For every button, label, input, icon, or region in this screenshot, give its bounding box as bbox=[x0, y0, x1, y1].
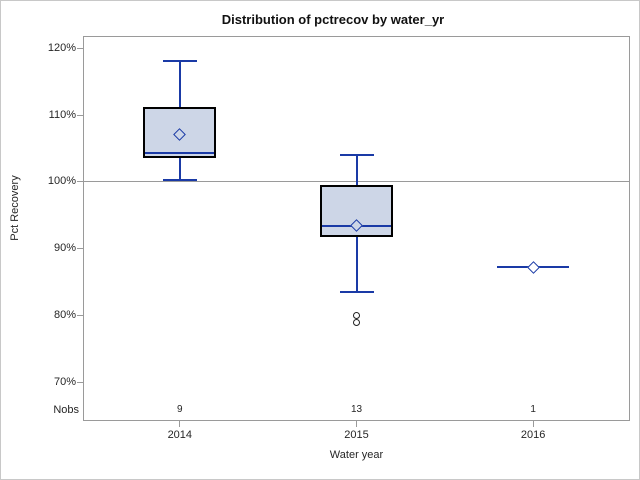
y-axis-tick-label: 90% bbox=[53, 242, 76, 255]
upper-whisker-line bbox=[178, 60, 181, 107]
nobs-value: 1 bbox=[530, 404, 536, 415]
y-axis-title: Pct Recovery bbox=[9, 175, 21, 241]
y-axis-tick-label: 110% bbox=[48, 108, 76, 121]
outlier-point bbox=[353, 319, 360, 327]
lower-whisker-cap bbox=[339, 291, 374, 294]
x-axis-title: Water year bbox=[329, 449, 384, 461]
x-axis-tick bbox=[532, 421, 534, 427]
y-axis-tick-label: 100% bbox=[47, 175, 76, 188]
nobs-value: 9 bbox=[177, 404, 183, 415]
upper-whisker-line bbox=[355, 155, 358, 185]
y-axis-tick bbox=[77, 181, 83, 183]
y-axis-tick bbox=[77, 382, 83, 384]
upper-whisker-cap bbox=[162, 59, 197, 62]
y-axis-tick bbox=[77, 114, 83, 116]
nobs-row-label: Nobs bbox=[53, 404, 79, 416]
y-axis-tick bbox=[77, 47, 83, 49]
x-axis-tick bbox=[356, 421, 357, 427]
outlier-point bbox=[353, 311, 360, 319]
y-axis-tick-label: 70% bbox=[53, 376, 76, 389]
x-axis-tick-label: 2016 bbox=[520, 429, 546, 441]
chart-title: Distribution of pctrecov by water_yr bbox=[221, 12, 445, 27]
upper-whisker-cap bbox=[339, 154, 374, 157]
nobs-value: 13 bbox=[350, 404, 363, 415]
x-axis-tick-label: 2015 bbox=[344, 429, 369, 441]
median-line bbox=[145, 151, 215, 154]
lower-whisker-line bbox=[178, 157, 181, 180]
y-axis-tick-label: 120% bbox=[47, 41, 76, 54]
lower-whisker-line bbox=[355, 236, 358, 293]
lower-whisker-cap bbox=[162, 178, 197, 181]
y-axis-tick-label: 80% bbox=[53, 309, 76, 322]
x-axis-tick bbox=[179, 421, 181, 427]
x-axis-tick-label: 2014 bbox=[167, 429, 193, 441]
y-axis-tick bbox=[77, 315, 83, 317]
y-axis-tick bbox=[77, 248, 83, 250]
